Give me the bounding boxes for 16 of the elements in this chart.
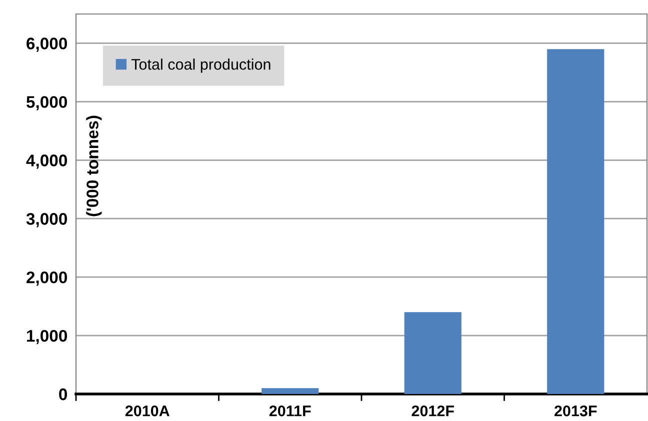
y-tick-label: 5,000: [26, 96, 67, 110]
y-tick-label: 0: [59, 388, 67, 400]
x-tick-label: 2010A: [125, 406, 170, 416]
y-tick-label: 6,000: [26, 38, 67, 52]
bar: [547, 49, 604, 394]
legend-label: Total coal production: [131, 58, 270, 73]
y-tick-label: 2,000: [26, 271, 67, 286]
y-tick-label: 1,000: [27, 330, 67, 344]
x-tick-label: 2011F: [269, 406, 311, 416]
x-tick-label: 2013F: [554, 406, 597, 416]
x-tick-label: 2012F: [412, 406, 454, 416]
y-tick-label: 3,000: [26, 213, 67, 228]
bar: [404, 312, 462, 394]
y-axis-title: ('000 tonnes): [86, 116, 102, 216]
y-tick-label: 4,000: [26, 154, 67, 169]
bar: [262, 388, 319, 394]
